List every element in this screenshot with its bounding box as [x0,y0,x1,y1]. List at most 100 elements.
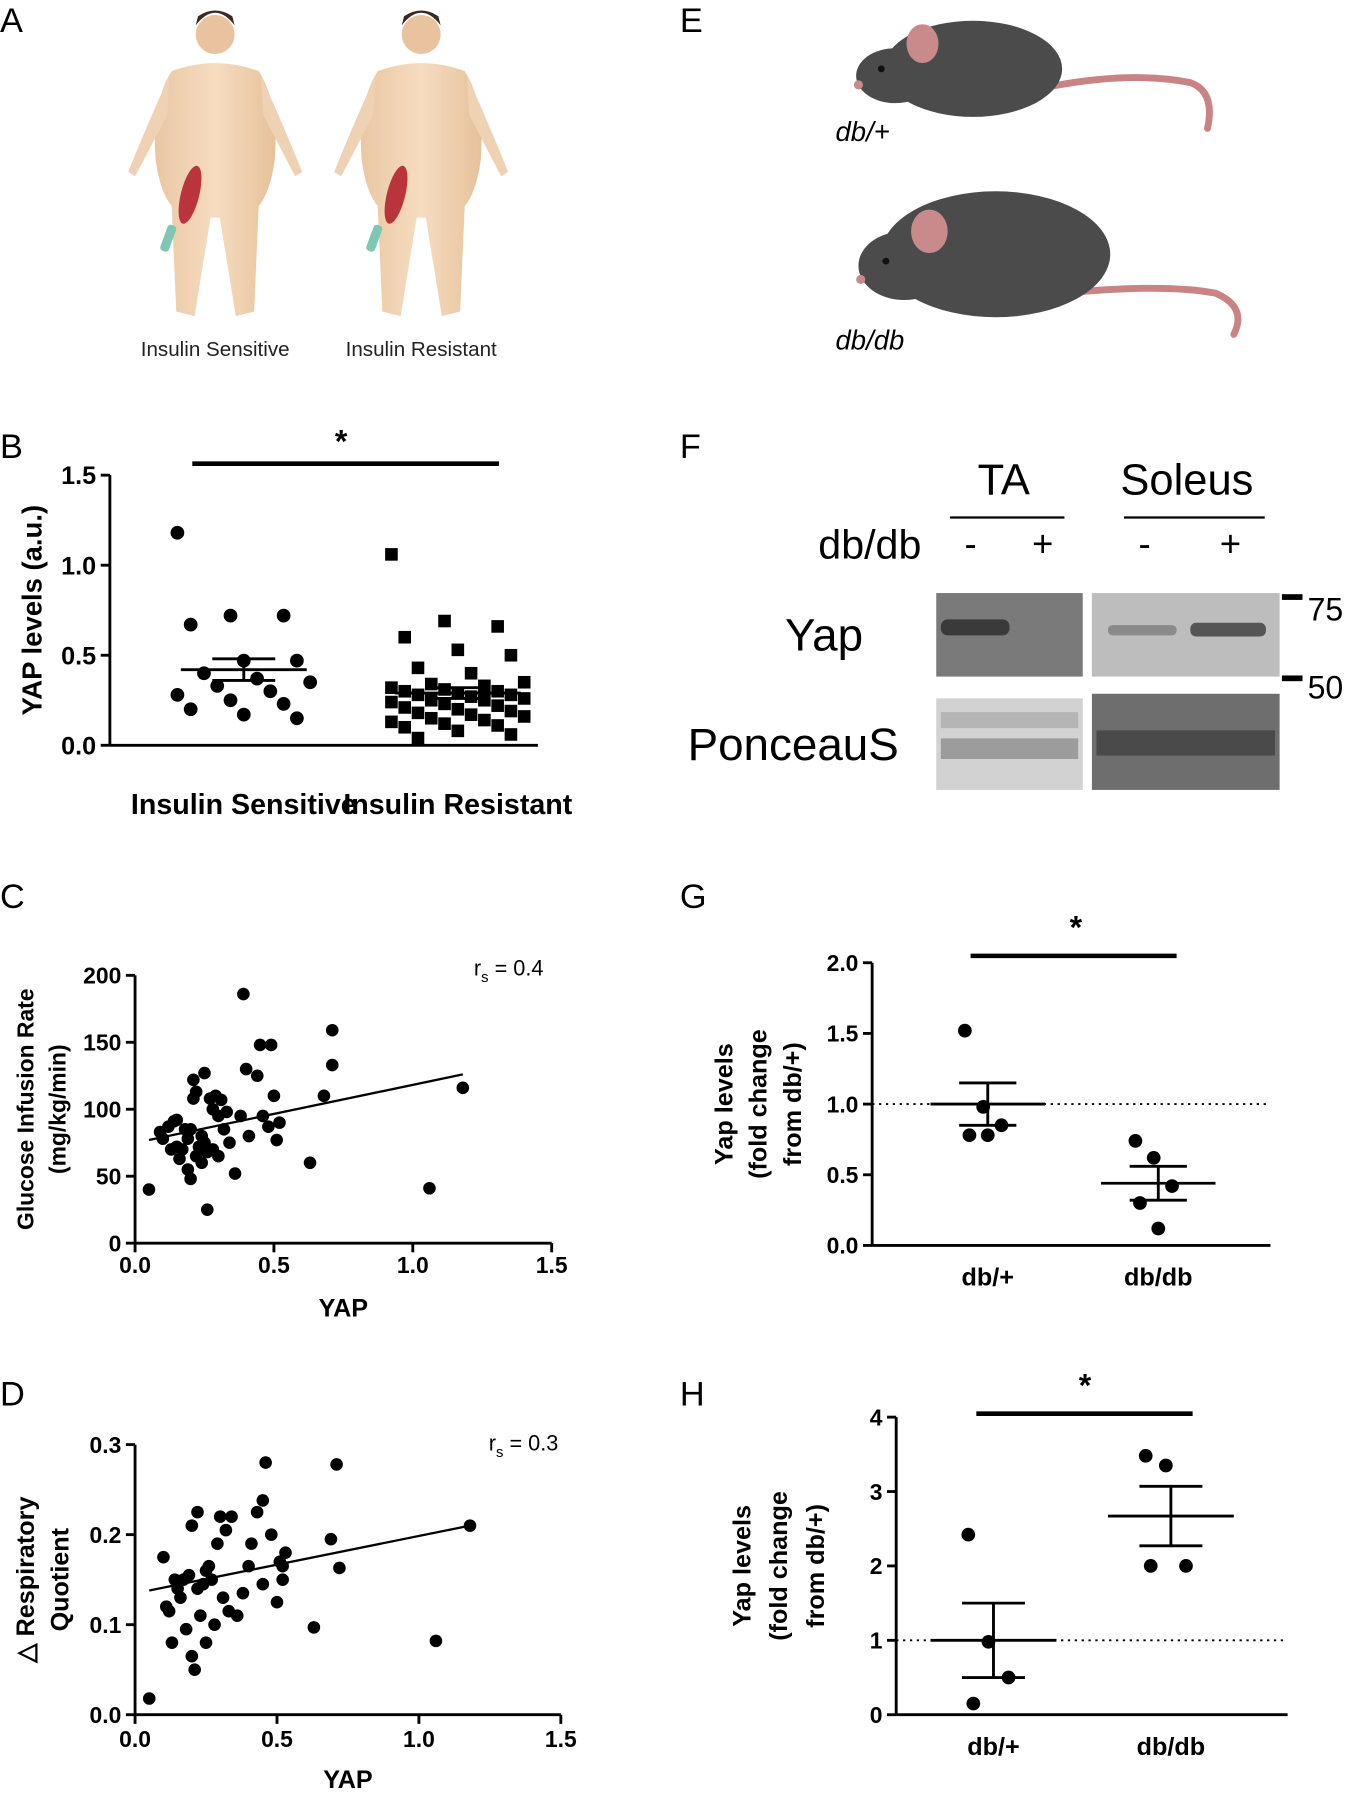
x-tick-label: Insulin Sensitive [130,788,357,821]
figure-label-wrap: Insulin Sensitive [141,338,290,361]
data-point [1133,1196,1147,1210]
data-point [438,614,451,628]
scatter-point [162,1604,176,1618]
scatter-point [317,1089,331,1103]
scatter-point [213,1510,227,1523]
panel-label: A [0,2,23,40]
scatter-point [195,1156,209,1170]
scatter-point [330,1458,343,1471]
annotation-text: = 0.4 [489,955,544,980]
scatter-point [216,1591,230,1604]
data-point [170,687,185,702]
scatter-point [303,1156,317,1170]
data-point [451,702,465,716]
y-axis-label: (fold change [765,1491,793,1641]
scatter-point [325,1058,339,1072]
scatter-point [270,1595,284,1609]
mouse-label-wrap: db/db [835,325,905,357]
data-point [438,697,451,711]
y-axis-label: Glucose Infusion Rate [13,988,39,1230]
scatter-point [262,1120,275,1133]
panel-label: D [0,1376,25,1414]
y-tick-label: 1.5 [61,462,96,490]
data-point [236,707,251,722]
annotation-text: = 0.3 [503,1430,558,1455]
annotation-subscript: s [481,970,488,986]
scatter-point [198,1066,211,1080]
y-tick-label: 1.0 [827,1091,859,1117]
scatter-point [225,1510,238,1523]
x-tick-label: db/db [1124,1262,1193,1292]
marker-tick [1281,594,1303,600]
scatter-point [214,1093,228,1107]
significance-label: * [1079,1368,1092,1404]
scatter-point [194,1609,207,1622]
data-point [478,693,491,707]
scatter-point [259,1456,272,1469]
significance-label: * [1070,910,1083,946]
scatter-point [187,1073,200,1087]
x-tick-label-wrap: Insulin Resistant [343,789,572,821]
y-axis-label: YAP levels (a.u.) [17,505,48,716]
scatter-point [250,1505,264,1519]
x-tick-label: 1.5 [536,1252,568,1278]
data-point [411,731,425,745]
scatter-point [211,1537,224,1550]
x-tick-label: 0.0 [119,1726,151,1752]
x-tick-label-wrap: Insulin Sensitive [130,788,357,821]
y-axis-label: Quotient [46,1527,74,1631]
y-tick-label: 1 [870,1628,883,1654]
data-point [250,671,264,686]
panel-label: C [0,878,25,916]
scatter-point [245,1537,258,1550]
lane-label: - [964,523,976,564]
scatter-point [142,1692,156,1705]
scatter-point [220,1105,234,1119]
figure-label: Insulin Resistant [345,337,497,361]
data-point [398,630,412,644]
scatter-point [237,987,250,1001]
scatter-point [189,1085,203,1099]
fit-line [148,1073,464,1142]
blot: TA Soleus db/db - + - + Yap PonceauS 75 … [688,457,1343,790]
annotation-symbol: r [474,955,481,980]
y-tick-label: 0.1 [90,1612,122,1638]
scatter-point [165,1636,179,1649]
data-point [1179,1559,1193,1573]
scatter-point [199,1636,213,1649]
y-tick-label: 0.0 [827,1233,859,1259]
data-point [223,608,238,623]
data-point [438,717,451,730]
x-tick-label-wrap: db/db [1124,1262,1193,1292]
x-tick-label: db/db [1136,1731,1206,1761]
data-point [170,525,185,540]
data-point [1158,1458,1173,1473]
scatter-point [228,1167,242,1180]
data-point [398,684,412,698]
y-tick-label: 0.5 [827,1162,859,1188]
panel-label: H [680,1376,705,1414]
data-point [411,661,425,675]
scatter-point [200,1203,214,1216]
data-point [451,643,465,657]
blot-band [940,619,1010,636]
scatter-point [307,1621,321,1634]
data-point [981,1634,996,1649]
mouse-label: db/db [835,325,905,357]
data-point [464,708,478,721]
x-tick-label: 0.0 [119,1252,151,1278]
scatter-point [264,1038,278,1052]
scatter-point [175,1143,189,1156]
fit-line [149,1524,471,1592]
scatter-point [170,1113,184,1127]
scatter-point [256,1577,270,1591]
scatter-point [208,1618,221,1631]
y-tick-label: 0.5 [61,642,96,670]
annotation-symbol: r [489,1430,496,1455]
scatter-point [273,1116,286,1129]
data-point [303,675,318,690]
scatter-point [191,1505,204,1519]
row-label: PonceauS [688,719,899,770]
data-point [1151,1221,1166,1236]
